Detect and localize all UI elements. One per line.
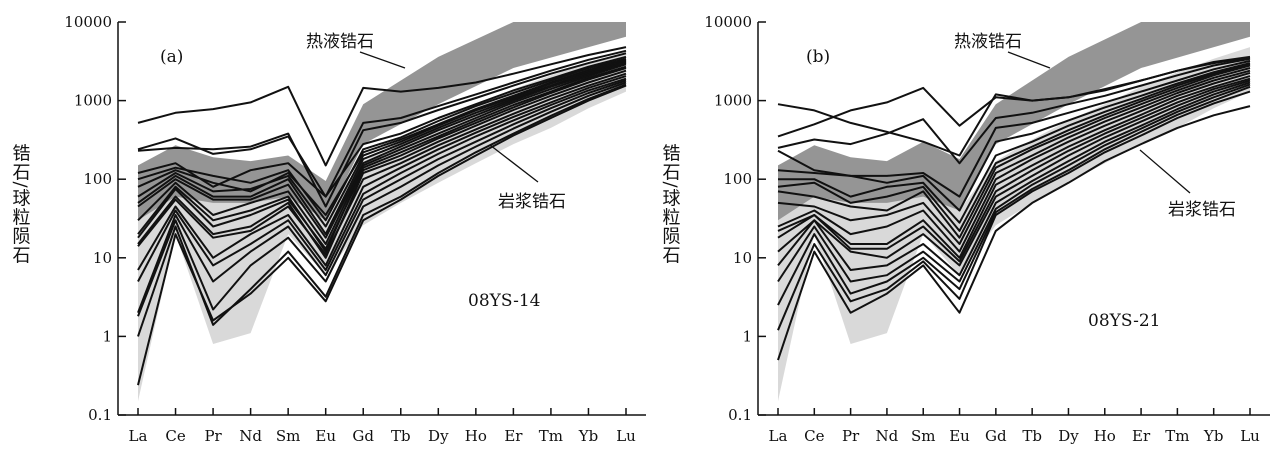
series-line-14 (137, 72, 627, 256)
annotation-leader-line (489, 144, 539, 183)
series-line-6 (137, 58, 627, 216)
x-tick-label: Pr (204, 427, 222, 445)
series-line-2 (137, 49, 627, 198)
y-tick-label: 0.1 (728, 406, 752, 424)
x-tick-label: La (129, 427, 148, 445)
series-line-6 (778, 63, 1251, 224)
x-tick-label: Er (504, 427, 523, 445)
series-line-8 (777, 67, 1251, 239)
series-line-5 (137, 57, 627, 222)
sample-label: 08YS-14 (468, 291, 541, 311)
x-tick-label: Lu (1240, 427, 1260, 445)
series-line-3 (777, 57, 1251, 165)
x-tick-label: Tb (391, 427, 411, 445)
y-tick-label: 10000 (704, 13, 752, 31)
series-line-12 (137, 67, 627, 250)
y-tick-label: 10 (733, 249, 752, 267)
series-line-7 (137, 59, 627, 228)
x-tick-label: La (769, 427, 788, 445)
series-line-16 (137, 77, 627, 282)
x-tick-label: Ho (465, 427, 487, 445)
sample-label: 08YS-21 (1088, 311, 1161, 331)
x-tick-label: Ce (804, 427, 824, 445)
series-line-1 (137, 46, 627, 167)
series-line-20 (137, 84, 627, 386)
x-tick-label: Pr (842, 427, 860, 445)
series-line-18 (137, 81, 627, 317)
series-line-19 (137, 83, 627, 337)
x-tick-label: Dy (428, 427, 449, 445)
series-line-11 (137, 65, 627, 253)
hydrothermal-zircon-annotation: 热液锆石 (954, 32, 1022, 52)
series-line-16 (777, 85, 1251, 306)
series-line-14 (777, 81, 1251, 277)
series-line-8 (137, 61, 627, 236)
series-line-9 (777, 69, 1251, 245)
y-tick-label: 1 (102, 327, 112, 345)
x-tick-label: Eu (949, 427, 970, 445)
series-line-15 (777, 83, 1251, 283)
y-tick-label: 1 (742, 327, 752, 345)
x-tick-label: Ce (165, 427, 185, 445)
x-tick-label: Er (1132, 427, 1151, 445)
series-line-17 (137, 79, 627, 314)
x-tick-label: Sm (276, 427, 301, 445)
series-line-13 (777, 79, 1251, 267)
annotation-leader-line (1007, 51, 1051, 69)
y-tick-label: 1000 (714, 92, 752, 110)
annotation-leader-line (1139, 149, 1191, 194)
chart-panel-b: 0.1 1 10 100 1000 10000 La Ce Pr Nd Sm Eu Gd Tb Dy Ho Er… (660, 13, 1270, 445)
series-line-17 (777, 90, 1251, 331)
x-tick-label: Ho (1094, 427, 1116, 445)
y-axis-label: 锆石/球粒陨石 (10, 143, 31, 264)
y-tick-label: 100 (723, 170, 752, 188)
series-line-9 (137, 62, 627, 239)
y-tick-label: 10000 (64, 13, 112, 31)
annotation-leader-line (359, 51, 406, 69)
hydrothermal-zircon-field (778, 22, 1250, 221)
series-line-3 (137, 52, 627, 208)
x-tick-label: Yb (1203, 427, 1224, 445)
x-tick-label: Sm (911, 427, 936, 445)
series-line-10 (137, 63, 627, 245)
hydrothermal-zircon-annotation: 热液锆石 (306, 32, 374, 52)
series-line-7 (777, 64, 1251, 232)
series-line-13 (137, 69, 627, 259)
x-tick-label: Nd (239, 427, 262, 445)
y-tick-label: 1000 (74, 92, 112, 110)
x-tick-label: Nd (876, 427, 899, 445)
series-line-18 (777, 105, 1251, 361)
x-tick-label: Tm (1165, 427, 1189, 445)
y-tick-label: 0.1 (88, 406, 112, 424)
series-line-12 (777, 77, 1251, 263)
series-line-4 (777, 59, 1251, 198)
y-tick-label: 10 (93, 249, 112, 267)
panel-label: (b) (806, 47, 830, 67)
series-line-5 (777, 62, 1251, 212)
x-tick-label: Tb (1022, 427, 1042, 445)
series-line-11 (777, 75, 1251, 259)
x-tick-label: Gd (985, 427, 1007, 445)
y-axis-label: 锆石/球粒陨石 (660, 143, 681, 264)
series-line-2 (777, 56, 1251, 138)
panel-label: (a) (160, 47, 183, 67)
y-tick-label: 100 (83, 170, 112, 188)
x-tick-label: Dy (1058, 427, 1079, 445)
x-tick-label: Tm (539, 427, 563, 445)
magmatic-zircon-annotation: 岩浆锆石 (1168, 200, 1236, 220)
chart-panel-a: 0.1 1 10 100 1000 10000 La Ce Pr Nd Sm Eu Gd Tb Dy Ho Er… (10, 13, 646, 445)
x-tick-label: Eu (315, 427, 336, 445)
series-line-10 (777, 71, 1251, 253)
series-line-15 (137, 75, 627, 271)
x-tick-label: Gd (352, 427, 374, 445)
magmatic-zircon-annotation: 岩浆锆石 (498, 192, 566, 212)
x-tick-label: Yb (578, 427, 599, 445)
x-tick-label: Lu (616, 427, 636, 445)
